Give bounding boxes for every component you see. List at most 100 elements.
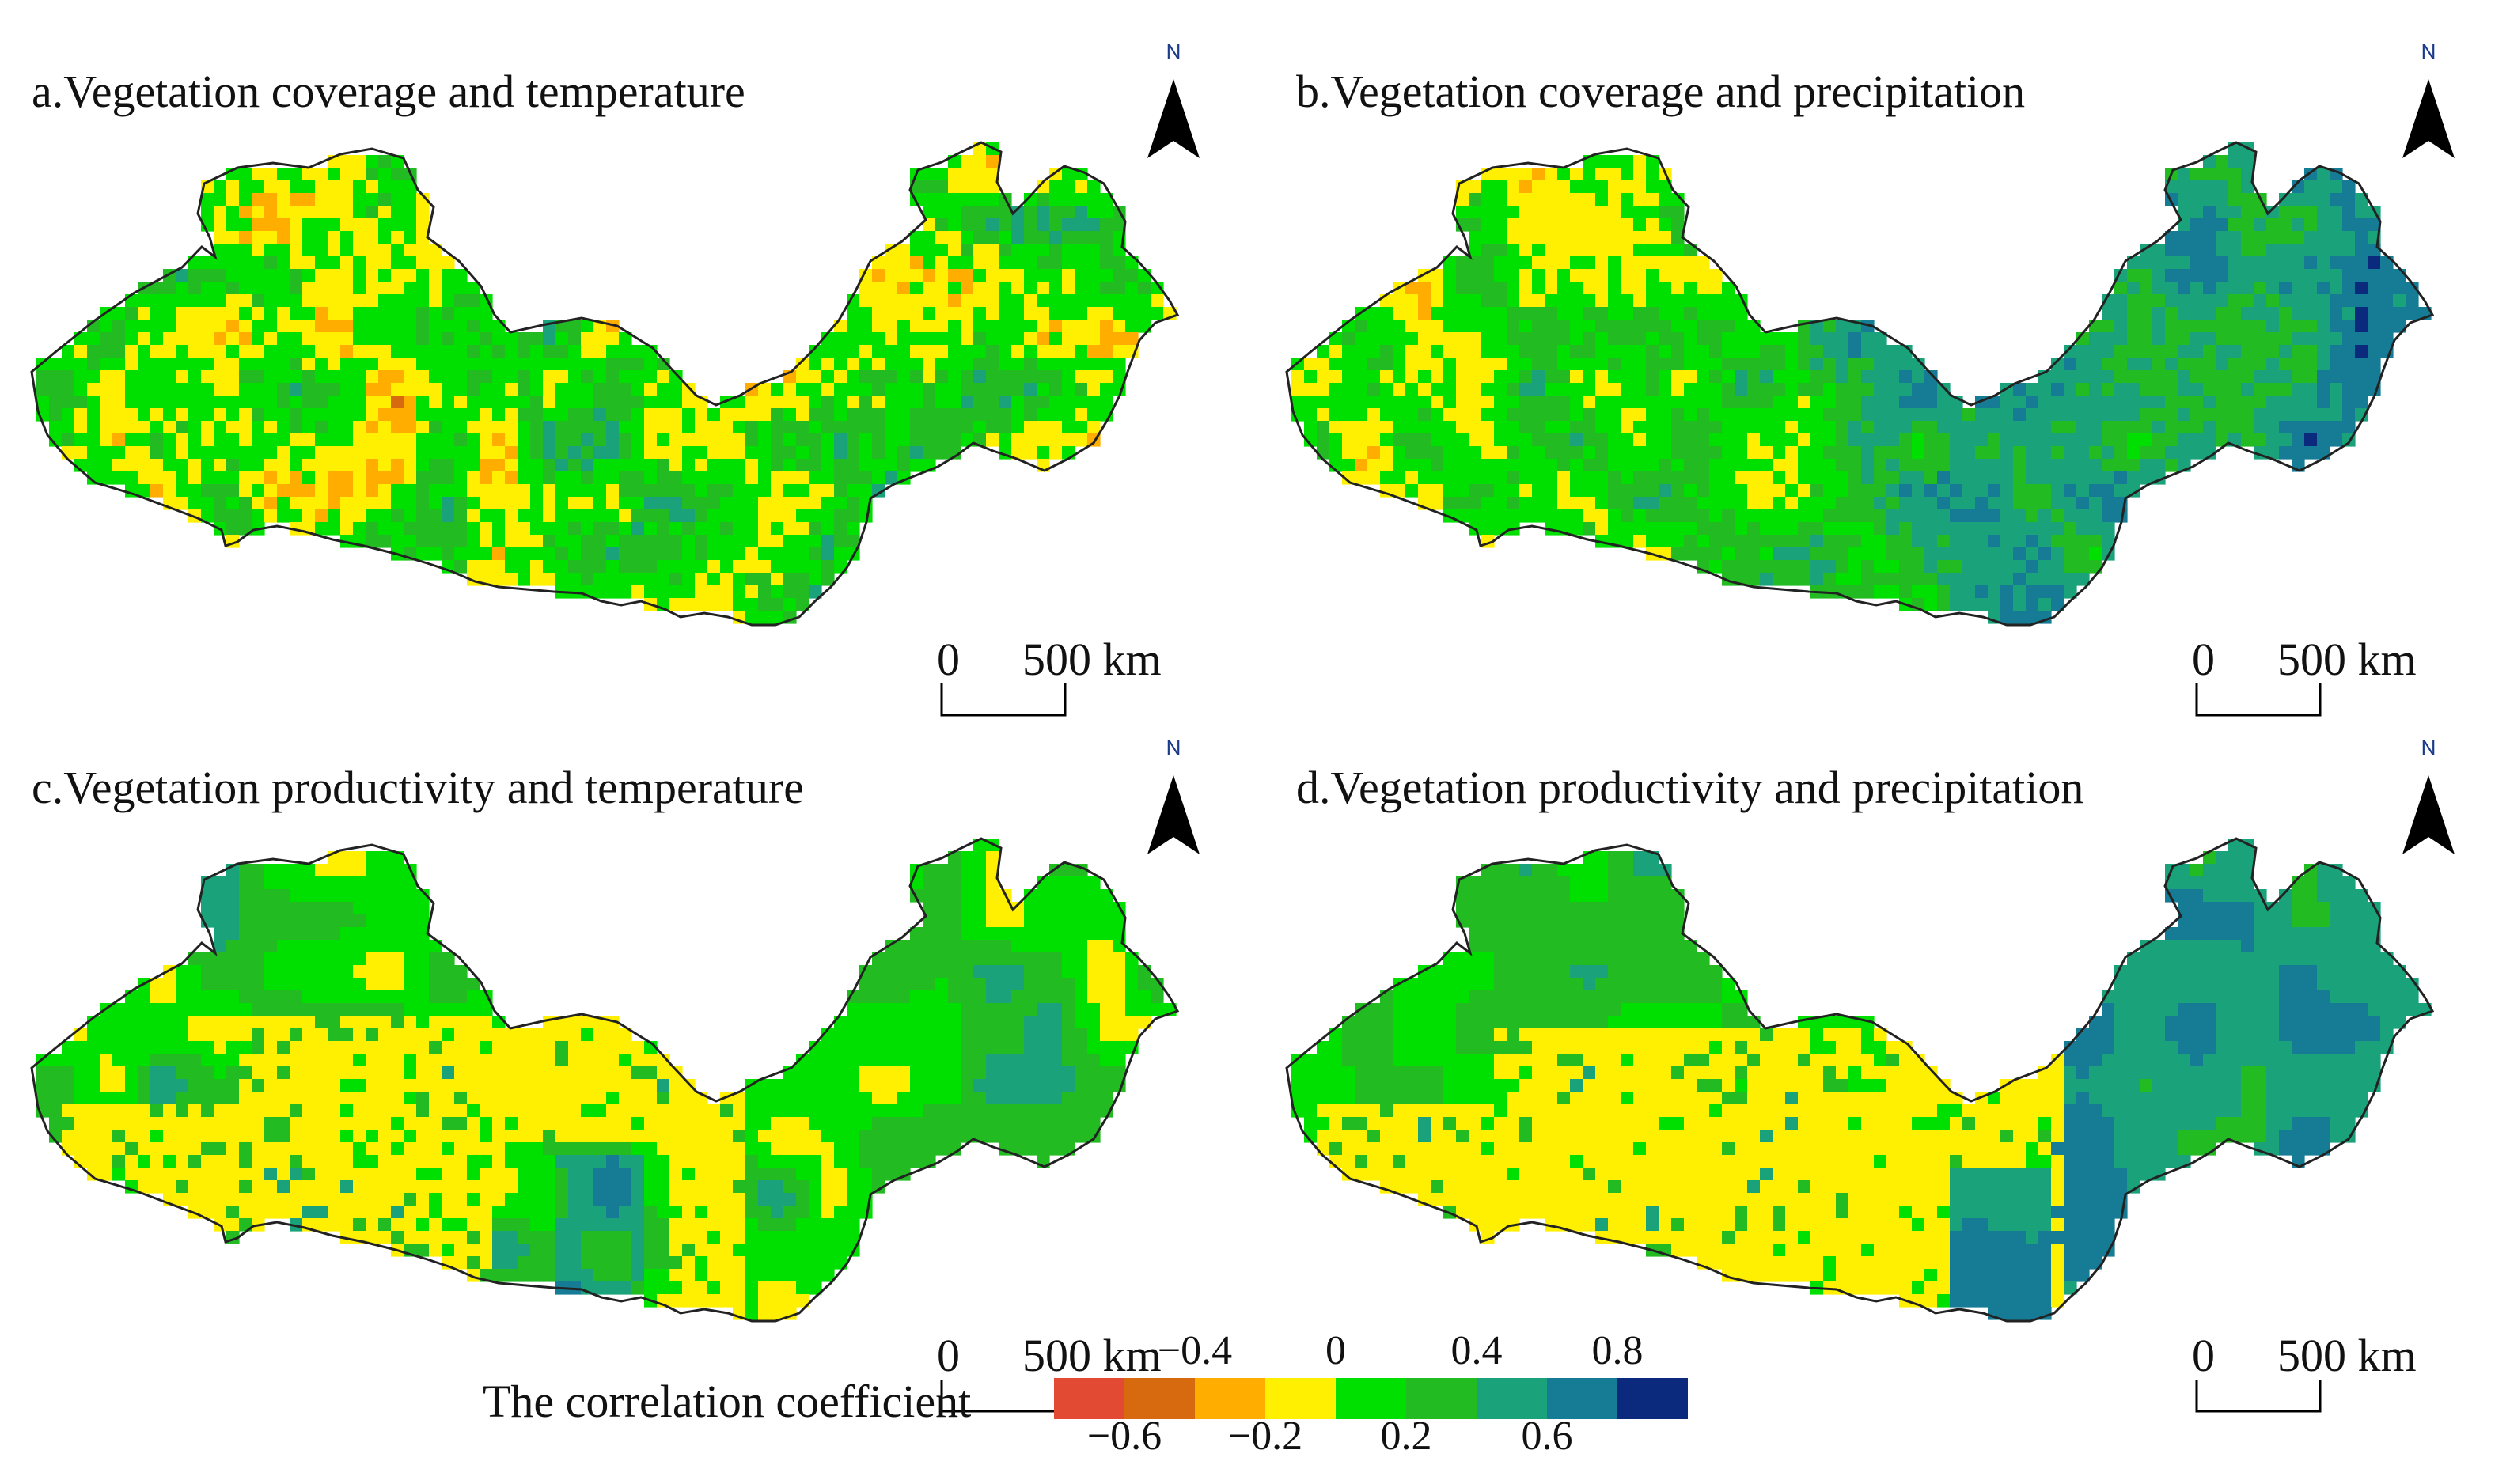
- raster-cell: [201, 902, 214, 915]
- raster-cell: [1583, 231, 1596, 244]
- raster-cell: [2342, 370, 2356, 384]
- raster-cell: [644, 433, 658, 447]
- raster-cell: [1798, 560, 1811, 574]
- raster-cell: [2102, 497, 2115, 510]
- raster-cell: [150, 408, 164, 422]
- raster-cell: [214, 1092, 227, 1105]
- raster-cell: [1886, 421, 1900, 434]
- raster-cell: [733, 560, 746, 574]
- raster-cell: [1810, 345, 1824, 358]
- raster-cell: [872, 965, 885, 979]
- raster-cell: [1621, 269, 1634, 282]
- raster-cell: [2292, 383, 2305, 396]
- raster-cell: [2051, 358, 2064, 371]
- raster-cell: [1507, 421, 1520, 434]
- raster-cell: [1810, 497, 1824, 510]
- raster-cell: [2317, 231, 2330, 244]
- raster-cell: [1659, 332, 1672, 346]
- raster-cell: [239, 433, 252, 447]
- raster-cell: [404, 396, 417, 409]
- raster-cell: [518, 1041, 531, 1054]
- raster-cell: [264, 421, 278, 434]
- raster-cell: [733, 446, 746, 460]
- raster-cell: [1011, 978, 1025, 991]
- raster-cell: [2254, 218, 2267, 232]
- raster-cell: [226, 497, 240, 510]
- raster-cell: [2228, 193, 2242, 206]
- raster-cell: [378, 1130, 392, 1143]
- raster-cell: [543, 1104, 556, 1118]
- raster-cell: [391, 1066, 404, 1080]
- raster-cell: [1456, 446, 1469, 460]
- raster-cell: [821, 535, 835, 548]
- raster-cell: [1595, 269, 1609, 282]
- raster-cell: [581, 408, 594, 422]
- raster-cell: [1621, 180, 1634, 194]
- raster-cell: [948, 1054, 961, 1067]
- raster-cell: [125, 408, 138, 422]
- raster-cell: [568, 535, 582, 548]
- raster-cell: [1011, 307, 1025, 320]
- raster-cell: [682, 509, 696, 523]
- raster-cell: [315, 1016, 328, 1029]
- raster-cell: [619, 459, 632, 472]
- raster-cell: [492, 396, 506, 409]
- raster-cell: [2038, 547, 2052, 561]
- raster-cell: [2140, 294, 2153, 308]
- raster-cell: [2051, 598, 2064, 611]
- raster-cell: [378, 978, 392, 991]
- raster-cell: [505, 370, 518, 384]
- raster-cell: [986, 1117, 999, 1130]
- raster-cell: [1405, 307, 1419, 320]
- raster-cell: [467, 471, 480, 485]
- raster-cell: [353, 1016, 366, 1029]
- raster-cell: [1151, 990, 1164, 1004]
- raster-cell: [543, 547, 556, 561]
- raster-cell: [1659, 307, 1672, 320]
- raster-cell: [948, 294, 961, 308]
- raster-cell: [1912, 396, 1925, 409]
- raster-cell: [707, 509, 721, 523]
- raster-cell: [2241, 282, 2254, 295]
- raster-cell: [1456, 459, 1469, 472]
- raster-cell: [2254, 307, 2267, 320]
- raster-cell: [581, 320, 594, 333]
- raster-cell: [1722, 307, 1735, 320]
- raster-cell: [150, 446, 164, 460]
- raster-cell: [277, 193, 290, 206]
- raster-cell: [2228, 244, 2242, 257]
- raster-cell: [125, 294, 138, 308]
- raster-cell: [923, 206, 936, 219]
- raster-cell: [404, 876, 417, 890]
- raster-cell: [1087, 370, 1101, 384]
- raster-cell: [847, 446, 860, 460]
- raster-cell: [454, 965, 468, 979]
- raster-cell: [163, 345, 176, 358]
- raster-cell: [252, 345, 265, 358]
- raster-cell: [264, 345, 278, 358]
- raster-cell: [454, 1066, 468, 1080]
- raster-cell: [1848, 358, 1862, 371]
- raster-cell: [302, 484, 316, 498]
- raster-cell: [720, 585, 734, 599]
- raster-cell: [1075, 256, 1088, 270]
- raster-cell: [1557, 509, 1571, 523]
- raster-cell: [1583, 358, 1596, 371]
- raster-cell: [302, 1054, 316, 1067]
- raster-cell: [859, 1079, 873, 1092]
- raster-cell: [657, 370, 670, 384]
- raster-cell: [404, 320, 417, 333]
- raster-cell: [1633, 522, 1647, 536]
- raster-cell: [302, 282, 316, 295]
- raster-cell: [480, 547, 493, 561]
- raster-cell: [1049, 206, 1063, 219]
- raster-cell: [480, 396, 493, 409]
- raster-cell: [1798, 497, 1811, 510]
- raster-cell: [100, 459, 113, 472]
- raster-cell: [1037, 1054, 1050, 1067]
- raster-cell: [1810, 332, 1824, 346]
- raster-cell: [2178, 168, 2191, 181]
- raster-cell: [897, 408, 911, 422]
- raster-cell: [2102, 370, 2115, 384]
- raster-cell: [1507, 244, 1520, 257]
